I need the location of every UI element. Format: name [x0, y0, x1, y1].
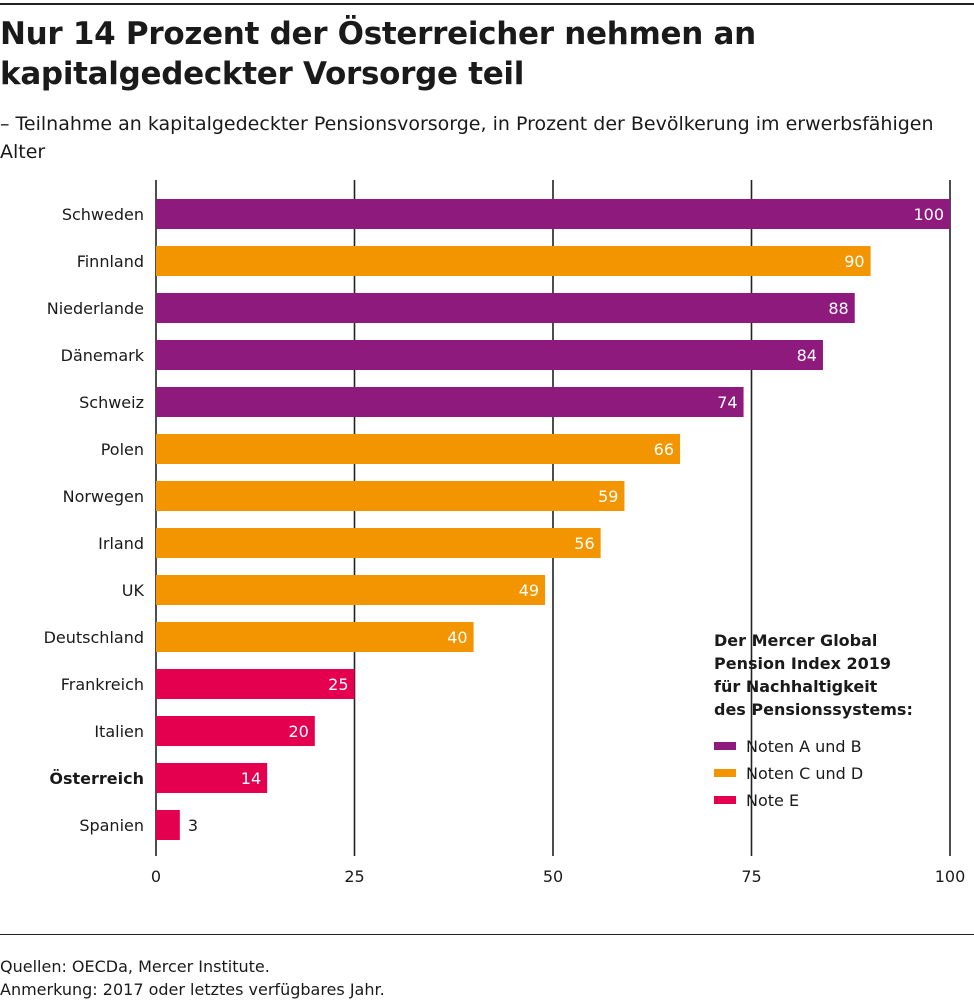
category-label: Frankreich	[61, 675, 144, 694]
x-tick-label: 0	[151, 867, 161, 886]
data-label: 14	[241, 769, 261, 788]
legend-swatch	[714, 796, 736, 804]
chart-title: Nur 14 Prozent der Österreicher nehmen a…	[0, 16, 756, 92]
data-label: 20	[288, 722, 308, 741]
category-label: Schweden	[62, 205, 144, 224]
data-label: 74	[717, 393, 737, 412]
bar	[156, 810, 180, 840]
x-tick-label: 50	[543, 867, 563, 886]
bar	[156, 387, 744, 417]
bar	[156, 716, 315, 746]
category-label: Irland	[98, 534, 144, 553]
category-label: Polen	[101, 440, 144, 459]
bar	[156, 199, 950, 229]
x-tick-label: 100	[935, 867, 966, 886]
legend-swatch	[714, 769, 736, 777]
bar-chart: 0 25 50 75 100 Schweden 100 Finnland 90 Niederlan…	[44, 180, 966, 886]
bar	[156, 481, 625, 511]
category-label: Österreich	[49, 769, 144, 788]
bar	[156, 293, 855, 323]
data-label: 90	[844, 252, 864, 271]
category-label: Niederlande	[47, 299, 144, 318]
footer: Quellen: OECDa, Mercer Institute. Anmerk…	[0, 955, 385, 1001]
legend-title: des Pensionssystems:	[714, 700, 913, 719]
data-label: 59	[598, 487, 618, 506]
category-label: Italien	[94, 722, 144, 741]
bar	[156, 622, 474, 652]
category-label: UK	[122, 581, 145, 600]
source-note: Quellen: OECDa, Mercer Institute.	[0, 957, 270, 976]
category-label: Deutschland	[44, 628, 144, 647]
legend-label: Noten C und D	[746, 764, 863, 783]
data-label: 100	[913, 205, 944, 224]
data-label: 56	[574, 534, 594, 553]
legend-title: für Nachhaltigkeit	[714, 677, 878, 696]
x-tick-label: 25	[344, 867, 364, 886]
chart-subtitle: – Teilnahme an kapitalgedeckter Pensions…	[0, 113, 934, 163]
category-label: Schweiz	[79, 393, 144, 412]
x-tick-label: 75	[741, 867, 761, 886]
data-label: 49	[519, 581, 539, 600]
legend-swatch	[714, 742, 736, 750]
data-label: 66	[654, 440, 674, 459]
data-label: 3	[188, 816, 198, 835]
bar	[156, 528, 601, 558]
legend-label: Noten A und B	[746, 737, 862, 756]
data-label: 40	[447, 628, 467, 647]
data-label: 88	[828, 299, 848, 318]
bar	[156, 246, 871, 276]
bar	[156, 340, 823, 370]
category-label: Spanien	[79, 816, 144, 835]
annotation-note: Anmerkung: 2017 oder letztes verfügbares…	[0, 980, 385, 999]
bar	[156, 434, 681, 464]
data-label: 25	[328, 675, 348, 694]
category-label: Norwegen	[63, 487, 144, 506]
legend-label: Note E	[746, 791, 799, 810]
bottom-rule	[0, 934, 974, 935]
legend-title: Der Mercer Global	[714, 631, 877, 650]
category-label: Dänemark	[61, 346, 145, 365]
top-rule	[0, 3, 974, 5]
bar	[156, 669, 355, 699]
category-label: Finnland	[77, 252, 144, 271]
bar	[156, 575, 546, 605]
data-label: 84	[797, 346, 817, 365]
bar	[156, 763, 268, 793]
legend-title: Pension Index 2019	[714, 654, 891, 673]
